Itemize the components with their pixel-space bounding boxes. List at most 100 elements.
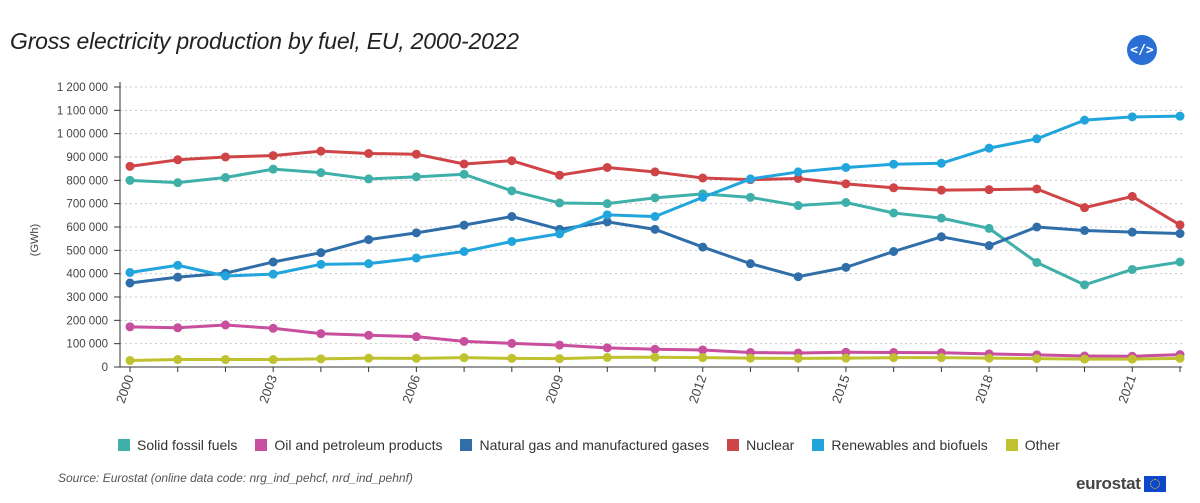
data-point[interactable] — [698, 242, 708, 252]
data-point[interactable] — [1175, 353, 1185, 363]
legend-item[interactable]: Nuclear — [727, 437, 794, 453]
data-point[interactable] — [841, 353, 851, 363]
data-point[interactable] — [507, 212, 517, 221]
data-point[interactable] — [698, 173, 708, 183]
data-point[interactable] — [411, 228, 421, 238]
series-nuclear[interactable] — [125, 146, 1185, 230]
data-point[interactable] — [793, 167, 803, 177]
data-point[interactable] — [936, 232, 946, 242]
embed-code-button[interactable]: </> — [1127, 35, 1157, 65]
data-point[interactable] — [984, 353, 994, 363]
data-point[interactable] — [125, 268, 135, 277]
data-point[interactable] — [602, 352, 612, 362]
data-point[interactable] — [1175, 220, 1185, 230]
data-point[interactable] — [459, 336, 469, 346]
data-point[interactable] — [364, 174, 374, 184]
data-point[interactable] — [745, 174, 755, 184]
data-point[interactable] — [459, 159, 469, 169]
data-point[interactable] — [220, 152, 230, 162]
legend-item[interactable]: Renewables and biofuels — [812, 437, 988, 453]
data-point[interactable] — [173, 178, 183, 188]
data-point[interactable] — [125, 355, 135, 365]
data-point[interactable] — [745, 353, 755, 363]
series-natural-gas-and-manufactured-gases[interactable] — [125, 212, 1185, 288]
data-point[interactable] — [220, 355, 230, 365]
data-point[interactable] — [364, 259, 374, 269]
data-point[interactable] — [889, 353, 899, 363]
data-point[interactable] — [364, 353, 374, 363]
data-point[interactable] — [220, 173, 230, 183]
data-point[interactable] — [459, 247, 469, 256]
data-point[interactable] — [1127, 264, 1137, 274]
data-point[interactable] — [793, 353, 803, 363]
data-point[interactable] — [889, 247, 899, 256]
data-point[interactable] — [411, 172, 421, 182]
data-point[interactable] — [984, 185, 994, 195]
data-point[interactable] — [316, 329, 326, 339]
data-point[interactable] — [698, 192, 708, 202]
data-point[interactable] — [841, 179, 851, 189]
data-point[interactable] — [364, 330, 374, 340]
data-point[interactable] — [650, 212, 660, 221]
data-point[interactable] — [173, 323, 183, 333]
data-point[interactable] — [650, 224, 660, 234]
data-point[interactable] — [793, 272, 803, 282]
data-point[interactable] — [555, 340, 565, 350]
data-point[interactable] — [936, 185, 946, 195]
data-point[interactable] — [602, 199, 612, 209]
data-point[interactable] — [745, 259, 755, 269]
data-point[interactable] — [316, 259, 326, 269]
data-point[interactable] — [841, 262, 851, 272]
data-point[interactable] — [984, 143, 994, 153]
legend-item[interactable]: Other — [1005, 437, 1060, 453]
data-point[interactable] — [841, 163, 851, 172]
data-point[interactable] — [841, 198, 851, 207]
data-point[interactable] — [220, 271, 230, 281]
data-point[interactable] — [1032, 134, 1042, 144]
data-point[interactable] — [1127, 191, 1137, 201]
data-point[interactable] — [1032, 257, 1042, 267]
data-point[interactable] — [698, 345, 708, 355]
legend-item[interactable]: Natural gas and manufactured gases — [460, 437, 709, 453]
data-point[interactable] — [268, 151, 278, 161]
data-point[interactable] — [364, 149, 374, 158]
legend-item[interactable]: Oil and petroleum products — [255, 437, 442, 453]
data-point[interactable] — [698, 353, 708, 363]
data-point[interactable] — [507, 338, 517, 348]
data-point[interactable] — [507, 156, 517, 166]
data-point[interactable] — [411, 149, 421, 159]
data-point[interactable] — [1127, 354, 1137, 364]
data-point[interactable] — [507, 236, 517, 246]
data-point[interactable] — [411, 332, 421, 342]
data-point[interactable] — [268, 355, 278, 365]
data-point[interactable] — [936, 213, 946, 223]
data-point[interactable] — [1127, 112, 1137, 122]
data-point[interactable] — [459, 220, 469, 230]
data-point[interactable] — [936, 158, 946, 168]
data-point[interactable] — [316, 146, 326, 156]
data-point[interactable] — [1080, 203, 1090, 213]
data-point[interactable] — [889, 183, 899, 193]
data-point[interactable] — [173, 272, 183, 282]
data-point[interactable] — [984, 241, 994, 251]
data-point[interactable] — [173, 155, 183, 165]
legend-item[interactable]: Solid fossil fuels — [118, 437, 237, 453]
data-point[interactable] — [555, 354, 565, 364]
data-point[interactable] — [1032, 184, 1042, 194]
data-point[interactable] — [125, 161, 135, 171]
data-point[interactable] — [1127, 227, 1137, 237]
data-point[interactable] — [173, 260, 183, 270]
data-point[interactable] — [650, 352, 660, 362]
data-point[interactable] — [745, 192, 755, 202]
data-point[interactable] — [459, 169, 469, 179]
data-point[interactable] — [316, 168, 326, 178]
data-point[interactable] — [411, 253, 421, 263]
data-point[interactable] — [459, 353, 469, 363]
data-point[interactable] — [411, 353, 421, 363]
data-point[interactable] — [555, 229, 565, 239]
data-point[interactable] — [602, 343, 612, 353]
data-point[interactable] — [364, 235, 374, 245]
data-point[interactable] — [936, 353, 946, 363]
data-point[interactable] — [793, 173, 803, 183]
data-point[interactable] — [1175, 111, 1185, 121]
